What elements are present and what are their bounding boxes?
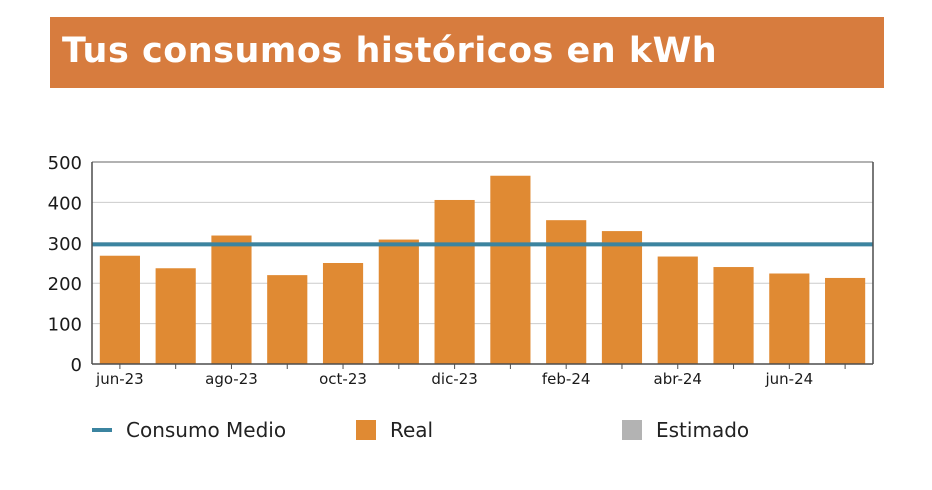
legend-average: Consumo Medio [92,418,286,442]
bar [657,256,698,364]
x-tick-label: ago-23 [205,370,258,388]
average-line-swatch [92,428,112,432]
bar [211,235,252,364]
real-swatch [356,420,376,440]
x-tick-label: jun-24 [764,370,813,388]
legend-average-label: Consumo Medio [126,418,287,442]
title-banner: Tus consumos históricos en kWh [50,17,884,88]
bar [155,268,196,364]
estimated-swatch [622,420,642,440]
y-tick-label: 100 [48,315,82,336]
bar [434,199,475,364]
y-tick-label: 500 [48,153,82,174]
bar [378,239,419,364]
bar [546,220,587,364]
x-tick-label: jun-23 [95,370,144,388]
bar [267,275,308,364]
bar [490,175,531,364]
x-tick-label: feb-24 [542,370,591,388]
legend-real: Real [356,418,433,442]
y-tick-label: 200 [48,274,82,295]
page-title: Tus consumos históricos en kWh [62,31,718,71]
x-tick-label: dic-23 [431,370,477,388]
y-tick-label: 300 [48,234,82,255]
bar [601,231,643,364]
bar [825,277,866,364]
consumption-chart: 0 100 200 300 400 500 jun-23 ago-23 oct-23 dic-23… [48,153,874,388]
y-tick-label: 0 [71,355,82,376]
legend-estimated: Estimado [622,418,749,442]
y-tick-label: 400 [48,193,82,214]
bar [769,273,810,364]
x-tick-label: abr-24 [654,370,702,388]
bar [713,267,754,364]
x-tick-label: oct-23 [319,370,367,388]
legend-estimated-label: Estimado [656,418,750,442]
bar [322,263,364,364]
bar [99,255,140,364]
legend-real-label: Real [390,418,434,442]
